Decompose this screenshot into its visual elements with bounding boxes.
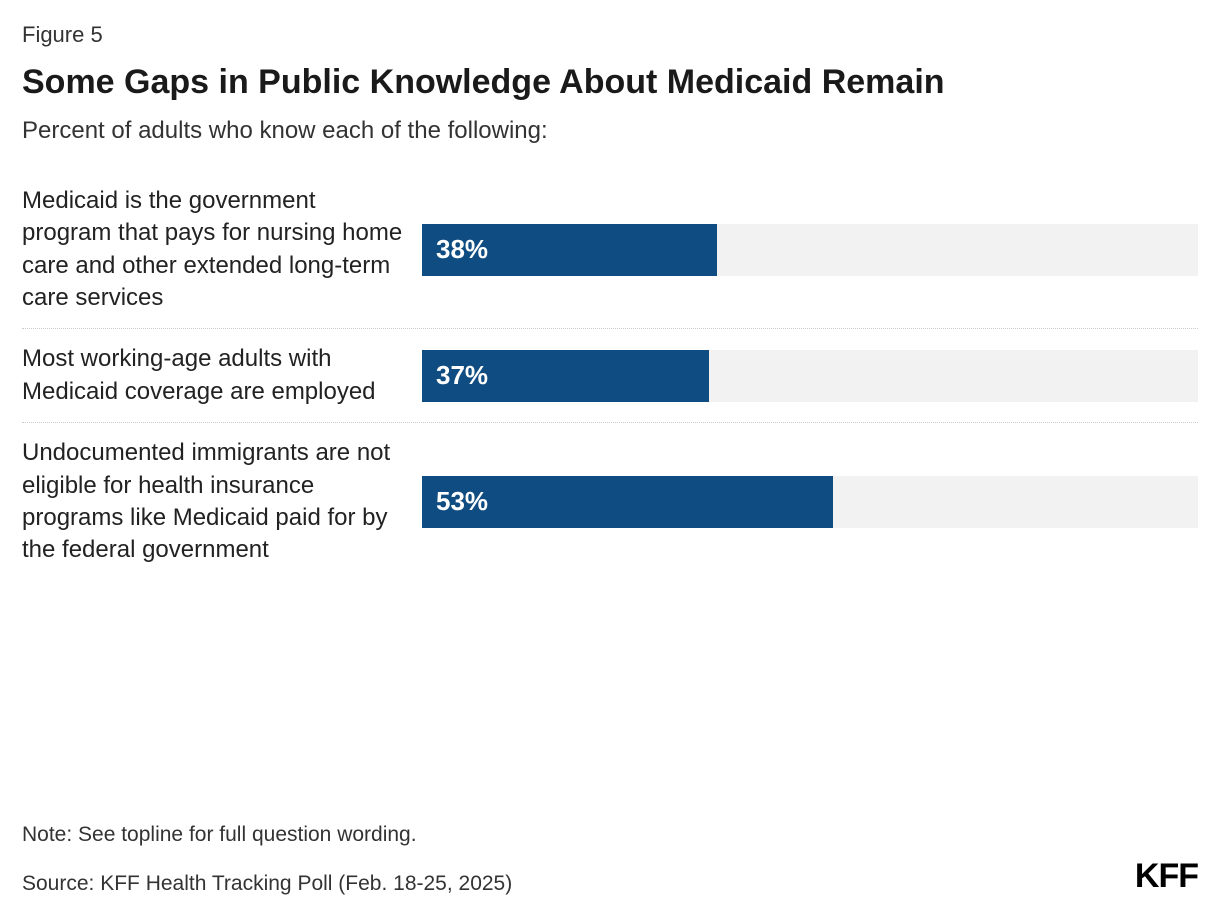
- figure-container: Figure 5 Some Gaps in Public Knowledge A…: [0, 0, 1220, 922]
- source-line: Source: KFF Health Tracking Poll (Feb. 1…: [22, 857, 1198, 896]
- bar-value: 53%: [436, 486, 488, 517]
- row-label: Undocumented immigrants are not eligible…: [22, 437, 422, 567]
- chart-footer: Note: See topline for full question word…: [22, 823, 1198, 896]
- figure-label: Figure 5: [22, 22, 1198, 48]
- chart-row: Medicaid is the government program that …: [22, 171, 1198, 330]
- chart-title: Some Gaps in Public Knowledge About Medi…: [22, 62, 1198, 103]
- chart-subtitle: Percent of adults who know each of the f…: [22, 117, 1198, 145]
- bar-chart: Medicaid is the government program that …: [22, 171, 1198, 581]
- bar-track: 53%: [422, 476, 1198, 528]
- bar-fill: 38%: [422, 224, 717, 276]
- kff-logo: KFF: [1135, 857, 1198, 896]
- chart-source: Source: KFF Health Tracking Poll (Feb. 1…: [22, 872, 512, 896]
- chart-row: Undocumented immigrants are not eligible…: [22, 423, 1198, 581]
- bar-value: 38%: [436, 234, 488, 265]
- chart-row: Most working-age adults with Medicaid co…: [22, 329, 1198, 423]
- bar-track: 37%: [422, 350, 1198, 402]
- bar-track: 38%: [422, 224, 1198, 276]
- bar-value: 37%: [436, 360, 488, 391]
- chart-note: Note: See topline for full question word…: [22, 823, 1198, 847]
- row-label: Medicaid is the government program that …: [22, 185, 422, 315]
- bar-fill: 37%: [422, 350, 709, 402]
- bar-fill: 53%: [422, 476, 833, 528]
- row-label: Most working-age adults with Medicaid co…: [22, 343, 422, 408]
